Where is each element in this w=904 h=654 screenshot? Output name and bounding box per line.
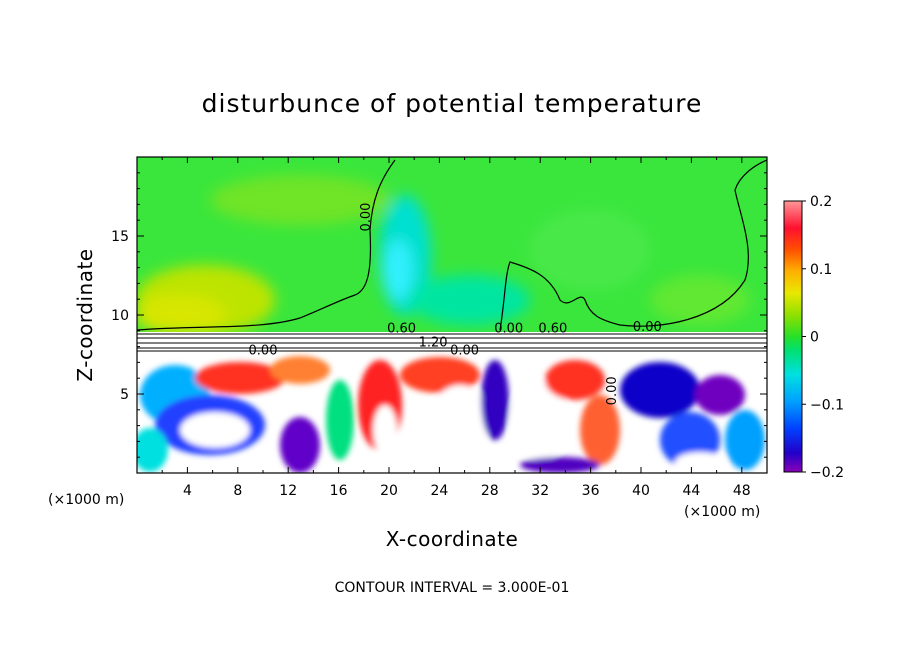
colorbar-tick-label: 0 bbox=[810, 330, 819, 346]
x-tick-label: 8 bbox=[233, 483, 242, 499]
x-axis-ticks: 4 8 12 16 20 24 28 32 36 40 44 48 bbox=[161, 157, 751, 499]
x-tick-label: 4 bbox=[183, 483, 192, 499]
x-tick-label: 40 bbox=[632, 483, 650, 499]
y-tick-label: 10 bbox=[111, 308, 129, 324]
x-tick-label: 24 bbox=[430, 483, 448, 499]
y-axis-title: Z-coordinate bbox=[73, 248, 97, 381]
contour-label: 0.00 bbox=[450, 344, 479, 359]
contour-label: 0.60 bbox=[538, 321, 567, 336]
y-axis-unit: (×1000 m) bbox=[48, 492, 124, 508]
contour-label: 0.00 bbox=[359, 203, 374, 232]
colorbar-tick-label: 0.1 bbox=[810, 262, 832, 278]
x-axis-unit: (×1000 m) bbox=[684, 504, 760, 520]
contour-label: 0.00 bbox=[605, 376, 620, 405]
colorbar-ticks: 0.2 0.1 0 −0.1 −0.2 bbox=[802, 194, 844, 481]
x-tick-label: 36 bbox=[582, 483, 600, 499]
chart-title: disturbunce of potential temperature bbox=[202, 89, 703, 118]
x-tick-label: 48 bbox=[733, 483, 751, 499]
colorbar bbox=[783, 200, 803, 473]
colorbar-tick-label: −0.2 bbox=[810, 465, 844, 481]
heatmap-field bbox=[137, 157, 767, 473]
x-tick-label: 12 bbox=[279, 483, 297, 499]
x-axis-title: X-coordinate bbox=[386, 527, 519, 551]
contour-interval-note: CONTOUR INTERVAL = 3.000E-01 bbox=[335, 580, 570, 596]
contour-label: 0.00 bbox=[633, 320, 662, 335]
colorbar-tick-label: 0.2 bbox=[810, 194, 832, 210]
x-tick-label: 32 bbox=[531, 483, 549, 499]
x-tick-label: 28 bbox=[481, 483, 499, 499]
y-tick-label: 5 bbox=[120, 387, 129, 403]
x-tick-label: 44 bbox=[682, 483, 700, 499]
y-axis-ticks: 5 10 15 bbox=[111, 172, 767, 458]
x-tick-label: 16 bbox=[330, 483, 348, 499]
contour-label: 0.60 bbox=[387, 321, 416, 336]
contour-labels: 0.000.000.60 0.00 0.60 0.001.200.000.00 bbox=[249, 203, 662, 406]
y-tick-label: 15 bbox=[111, 229, 129, 245]
contour-label: 0.00 bbox=[249, 344, 278, 359]
contour-label: 1.20 bbox=[419, 336, 448, 351]
contour-label: 0.00 bbox=[494, 321, 523, 336]
x-tick-label: 20 bbox=[380, 483, 398, 499]
colorbar-tick-label: −0.1 bbox=[810, 397, 844, 413]
